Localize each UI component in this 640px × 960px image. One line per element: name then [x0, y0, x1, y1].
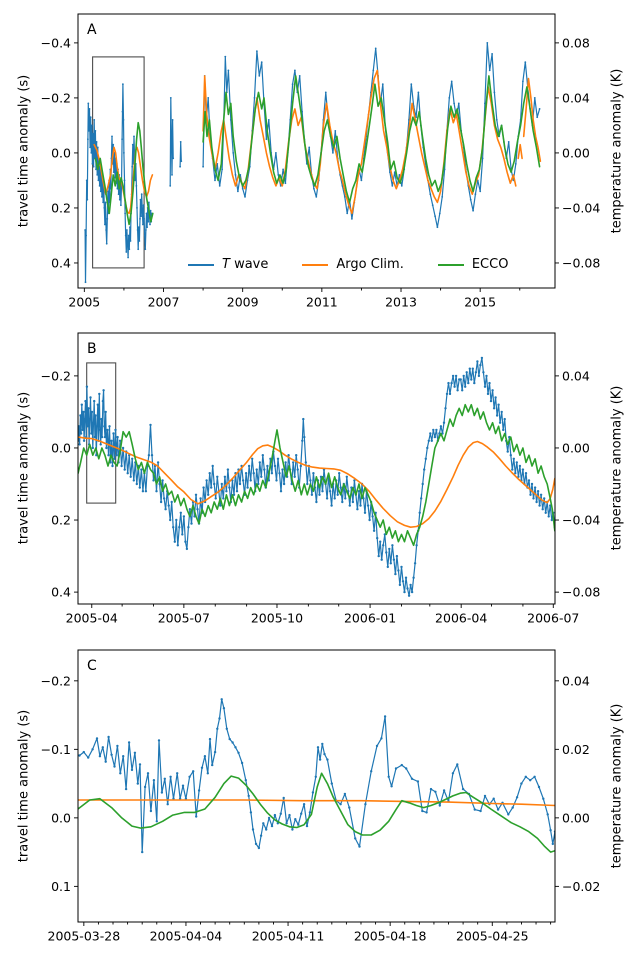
axes-frame-c [77, 649, 556, 923]
panel-a: 2005 2007 2009 2011 2013 2015 −0.4 −0.2 0.0 0.2 0.… [41, 13, 600, 310]
legend-item-ecco: ECCO [437, 257, 509, 272]
panel-label-c: C [87, 658, 97, 674]
argo-clim-line-swatch [302, 263, 329, 266]
series-t-wave-b [78, 356, 555, 597]
y-tick-label-left-c: 0.0 [51, 810, 71, 825]
x-tick-label-c: 2005-03-28 [48, 929, 121, 944]
panel-b-ylabel-right: temperature anomaly (K) [609, 385, 625, 551]
panel-label-a: A [87, 22, 97, 38]
axes-frame-b [77, 332, 556, 605]
axes-frame-a [77, 13, 556, 289]
x-tick-label-c: 2005-04-04 [150, 929, 223, 944]
y-tick-label-right-c: 0.02 [562, 742, 590, 757]
y-tick-label-left-a: −0.4 [41, 35, 71, 50]
y-tick-label-left-c: 0.1 [51, 879, 71, 894]
x-tick-label-a: 2005 [68, 295, 100, 310]
x-tick-label-a: 2013 [385, 295, 417, 310]
panel-c-ylabel-right: temperature anomaly (K) [609, 703, 625, 869]
y-tick-label-right-a: 0.00 [562, 145, 590, 160]
ticks-b [74, 375, 559, 608]
legend-label-ecco: ECCO [471, 257, 509, 272]
ecco-line-swatch [437, 263, 464, 266]
t-wave-line-swatch [188, 263, 214, 266]
ticks-a [74, 42, 559, 292]
x-tick-label-b: 2006-07 [527, 611, 579, 626]
y-tick-label-right-c: −0.02 [562, 879, 600, 894]
y-tick-label-left-b: 0.4 [51, 585, 71, 600]
y-tick-label-left-c: −0.2 [41, 673, 71, 688]
y-tick-label-right-b: −0.04 [562, 513, 600, 528]
y-tick-label-right-a: −0.04 [562, 200, 600, 215]
panel-c-ylabel-left: travel time anomaly (s) [16, 709, 32, 863]
x-tick-label-c: 2005-04-11 [252, 929, 325, 944]
series-ecco-a [94, 75, 541, 226]
y-tick-label-left-a: 0.2 [51, 200, 71, 215]
legend-item-t-wave: T wave [188, 257, 268, 272]
legend: T wave Argo Clim. ECCO [188, 257, 508, 272]
panel-a-ylabel-left: travel time anomaly (s) [16, 74, 32, 228]
panel-a-ylabel-right: temperature anomaly (K) [609, 68, 625, 234]
x-tick-label-c: 2005-04-25 [456, 929, 529, 944]
x-tick-label-a: 2009 [227, 295, 259, 310]
panel-b-ylabel-left: travel time anomaly (s) [16, 391, 32, 545]
series-t-wave-a [84, 42, 541, 284]
y-tick-label-left-c: −0.1 [41, 742, 71, 757]
y-tick-label-left-b: −0.2 [41, 368, 71, 383]
y-tick-label-right-b: −0.08 [562, 585, 600, 600]
series-argo-clim-c [78, 799, 555, 807]
y-tick-label-right-c: 0.04 [562, 673, 590, 688]
series-t-wave-c [78, 698, 555, 854]
x-tick-label-a: 2015 [464, 295, 496, 310]
y-tick-label-left-a: 0.0 [51, 145, 71, 160]
y-tick-label-left-b: 0.2 [51, 513, 71, 528]
y-tick-label-left-a: 0.4 [51, 255, 71, 270]
y-tick-label-left-b: 0.0 [51, 440, 71, 455]
series-ecco-c [78, 772, 555, 853]
x-tick-label-c: 2005-04-18 [354, 929, 427, 944]
legend-label-argo-clim: Argo Clim. [336, 257, 404, 272]
y-tick-label-right-a: 0.08 [562, 35, 590, 50]
x-tick-label-b: 2006-04 [435, 611, 487, 626]
y-tick-label-right-a: −0.08 [562, 255, 600, 270]
y-tick-label-left-a: −0.2 [41, 90, 71, 105]
series-ecco-b [78, 403, 555, 547]
x-tick-label-a: 2007 [148, 295, 180, 310]
x-tick-label-b: 2005-04 [66, 611, 118, 626]
x-tick-label-b: 2005-07 [158, 611, 210, 626]
y-tick-label-right-b: 0.00 [562, 440, 590, 455]
panel-c: 2005-03-28 2005-04-04 2005-04-11 2005-04-18… [41, 649, 600, 944]
panel-label-b: B [87, 341, 97, 357]
y-tick-label-right-c: 0.00 [562, 810, 590, 825]
x-tick-label-b: 2005-10 [251, 611, 303, 626]
y-tick-label-right-b: 0.04 [562, 368, 590, 383]
series-argo-clim-b [78, 436, 555, 529]
x-tick-label-b: 2006-01 [344, 611, 396, 626]
ticks-c [74, 680, 559, 926]
y-tick-label-right-a: 0.04 [562, 90, 590, 105]
legend-label-t-wave: T wave [222, 257, 269, 272]
panel-b: 2005-04 2005-07 2005-10 2006-01 2006-04 2006-… [41, 332, 600, 626]
x-tick-label-a: 2011 [306, 295, 338, 310]
legend-item-argo-clim: Argo Clim. [302, 257, 404, 272]
